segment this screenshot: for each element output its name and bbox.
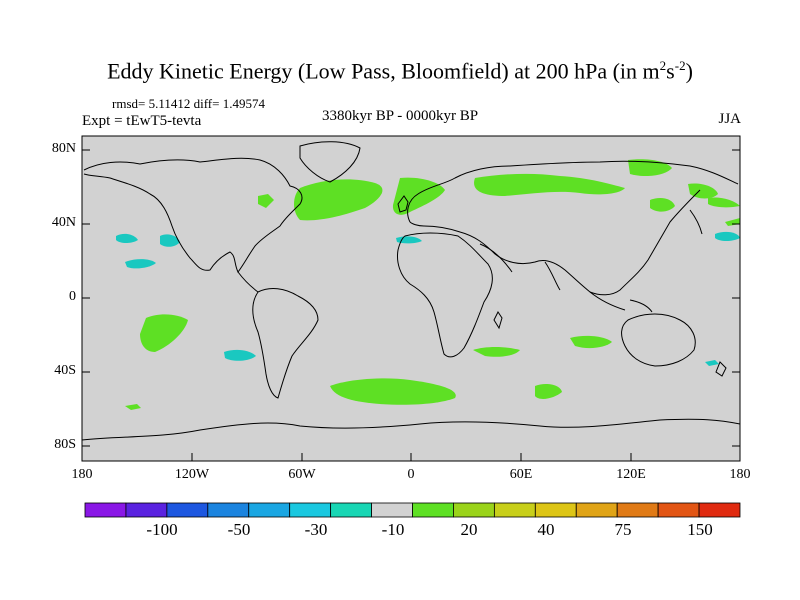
anomaly-patch — [258, 194, 274, 208]
lat-label: 80N — [51, 141, 76, 156]
anomaly-patch — [224, 349, 256, 361]
colorbar-swatch — [84, 502, 127, 518]
colorbar-label: 40 — [537, 520, 555, 539]
anomaly-patch — [125, 404, 141, 410]
coastline-central-america — [237, 271, 259, 293]
coastlines — [81, 141, 741, 441]
colorbar — [84, 502, 741, 518]
colorbar-swatch — [248, 502, 291, 518]
coastline-greenland — [299, 141, 361, 183]
lat-label: 0 — [69, 289, 76, 304]
colorbar-swatch — [371, 502, 413, 518]
anomaly-patch — [125, 259, 156, 269]
coastline-maritime-asia — [589, 291, 653, 313]
anomaly-patch — [570, 335, 612, 349]
coastline-eurasia — [407, 160, 739, 296]
anomaly-patch — [628, 159, 672, 176]
coastline-north-america — [83, 157, 303, 273]
negative-anomalies — [116, 231, 740, 366]
colorbar-label: -30 — [304, 520, 328, 539]
coastline-british-isles — [397, 195, 409, 213]
lon-label: 120W — [174, 467, 210, 482]
anomaly-patch — [330, 378, 456, 405]
anomaly-patch — [705, 360, 719, 366]
colorbar-label: -10 — [381, 520, 405, 539]
anomaly-patch — [474, 173, 625, 196]
anomaly-patch — [715, 231, 740, 241]
colorbar-swatch — [412, 502, 454, 518]
colorbar-swatch — [207, 502, 250, 518]
tick-marks — [82, 149, 740, 461]
lat-label: 40N — [51, 215, 76, 230]
coastline-new-zealand — [715, 361, 727, 377]
lat-label: 40S — [54, 363, 76, 378]
colorbar-label: -100 — [146, 520, 178, 539]
period-label: 3380kyr BP - 0000kyr BP — [322, 108, 479, 124]
anomaly-patch — [160, 234, 180, 247]
lon-label: 120E — [616, 467, 646, 482]
colorbar-swatch — [125, 502, 168, 518]
lon-label: 0 — [407, 467, 415, 482]
coastline-south-america — [252, 288, 319, 399]
lon-label: 60W — [288, 467, 316, 482]
colorbar-swatch — [453, 502, 495, 518]
lon-label: 180 — [729, 467, 751, 482]
experiment-label: Expt = tEwT5-tevta — [82, 113, 202, 129]
anomaly-patch — [294, 179, 383, 221]
colorbar-swatch — [657, 502, 700, 518]
anomaly-patch — [535, 384, 562, 399]
stats-text: rmsd= 5.11412 diff= 1.49574 — [112, 96, 265, 111]
colorbar-swatch — [493, 502, 536, 518]
anomaly-patch — [650, 198, 675, 212]
lon-label: 180 — [71, 467, 93, 482]
colorbar-swatch — [289, 502, 332, 518]
coastline-japan — [689, 209, 703, 235]
coastline-africa — [397, 232, 493, 358]
lon-label: 60E — [509, 467, 533, 482]
coastline-madagascar — [493, 311, 503, 330]
colorbar-swatch — [616, 502, 659, 518]
anomaly-patch — [140, 314, 188, 352]
colorbar-label: 75 — [614, 520, 632, 539]
colorbar-swatch — [575, 502, 618, 518]
coastline-australia — [621, 313, 696, 367]
coastline-antarctica — [81, 418, 741, 441]
lat-label: 80S — [54, 437, 76, 452]
colorbar-swatch — [166, 502, 209, 518]
coastline-south-asia — [479, 243, 561, 291]
anomaly-patch — [116, 233, 138, 243]
season-label: JJA — [718, 111, 741, 127]
colorbar-swatch — [698, 502, 741, 518]
colorbar-swatch — [330, 502, 372, 518]
plot-title: Eddy Kinetic Energy (Low Pass, Bloomfiel… — [107, 58, 693, 84]
colorbar-swatch — [534, 502, 577, 518]
anomaly-patch — [473, 347, 520, 357]
colorbar-label: -50 — [227, 520, 251, 539]
colorbar-label: 150 — [687, 520, 713, 539]
colorbar-label: 20 — [460, 520, 478, 539]
anomaly-patch — [708, 197, 740, 208]
